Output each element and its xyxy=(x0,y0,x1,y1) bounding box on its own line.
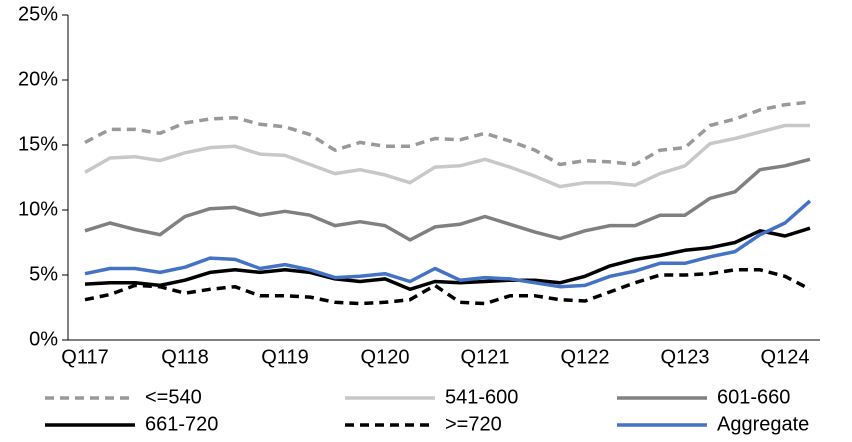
legend-label: >=720 xyxy=(445,413,502,435)
series-line xyxy=(84,268,811,306)
series-line xyxy=(84,157,811,242)
y-tick-label: 5% xyxy=(29,263,58,285)
x-tick-label: Q120 xyxy=(361,346,410,368)
y-tick-label: 10% xyxy=(18,198,58,220)
legend-label: 541-600 xyxy=(445,386,518,408)
x-tick-label: Q119 xyxy=(261,346,308,368)
legend-label: 601-660 xyxy=(717,386,790,408)
series-line xyxy=(84,226,811,292)
x-tick-label: Q122 xyxy=(561,346,610,368)
x-tick-label: Q124 xyxy=(761,346,810,368)
x-tick-label: Q123 xyxy=(661,346,710,368)
series-line xyxy=(84,100,811,167)
series-line xyxy=(84,199,812,289)
y-tick-label: 15% xyxy=(18,133,58,155)
x-tick-label: Q121 xyxy=(461,346,510,368)
legend-label: <=540 xyxy=(145,386,202,408)
y-tick-label: 20% xyxy=(18,68,58,90)
x-tick-label: Q118 xyxy=(161,346,208,368)
legend-label: Aggregate xyxy=(717,413,809,435)
y-tick-label: 25% xyxy=(18,3,58,25)
legend-label: 661-720 xyxy=(145,413,218,435)
series-line xyxy=(84,123,810,189)
x-tick-label: Q117 xyxy=(61,346,108,368)
y-tick-label: 0% xyxy=(29,328,58,350)
